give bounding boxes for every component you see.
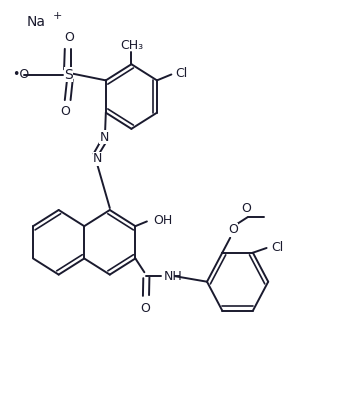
Text: O: O	[228, 223, 238, 236]
Text: OH: OH	[153, 214, 172, 227]
Text: N: N	[99, 131, 109, 143]
Text: NH: NH	[164, 270, 183, 282]
Text: N: N	[93, 152, 102, 165]
Text: Na: Na	[27, 15, 46, 29]
Text: Cl: Cl	[176, 67, 188, 80]
Text: •O: •O	[13, 69, 30, 81]
Text: +: +	[53, 11, 63, 21]
Text: O: O	[241, 202, 251, 215]
Text: S: S	[64, 68, 73, 82]
Text: Cl: Cl	[272, 241, 284, 254]
Text: O: O	[60, 106, 71, 118]
Text: CH₃: CH₃	[120, 39, 143, 52]
Text: O: O	[140, 302, 150, 315]
Text: O: O	[64, 31, 74, 43]
